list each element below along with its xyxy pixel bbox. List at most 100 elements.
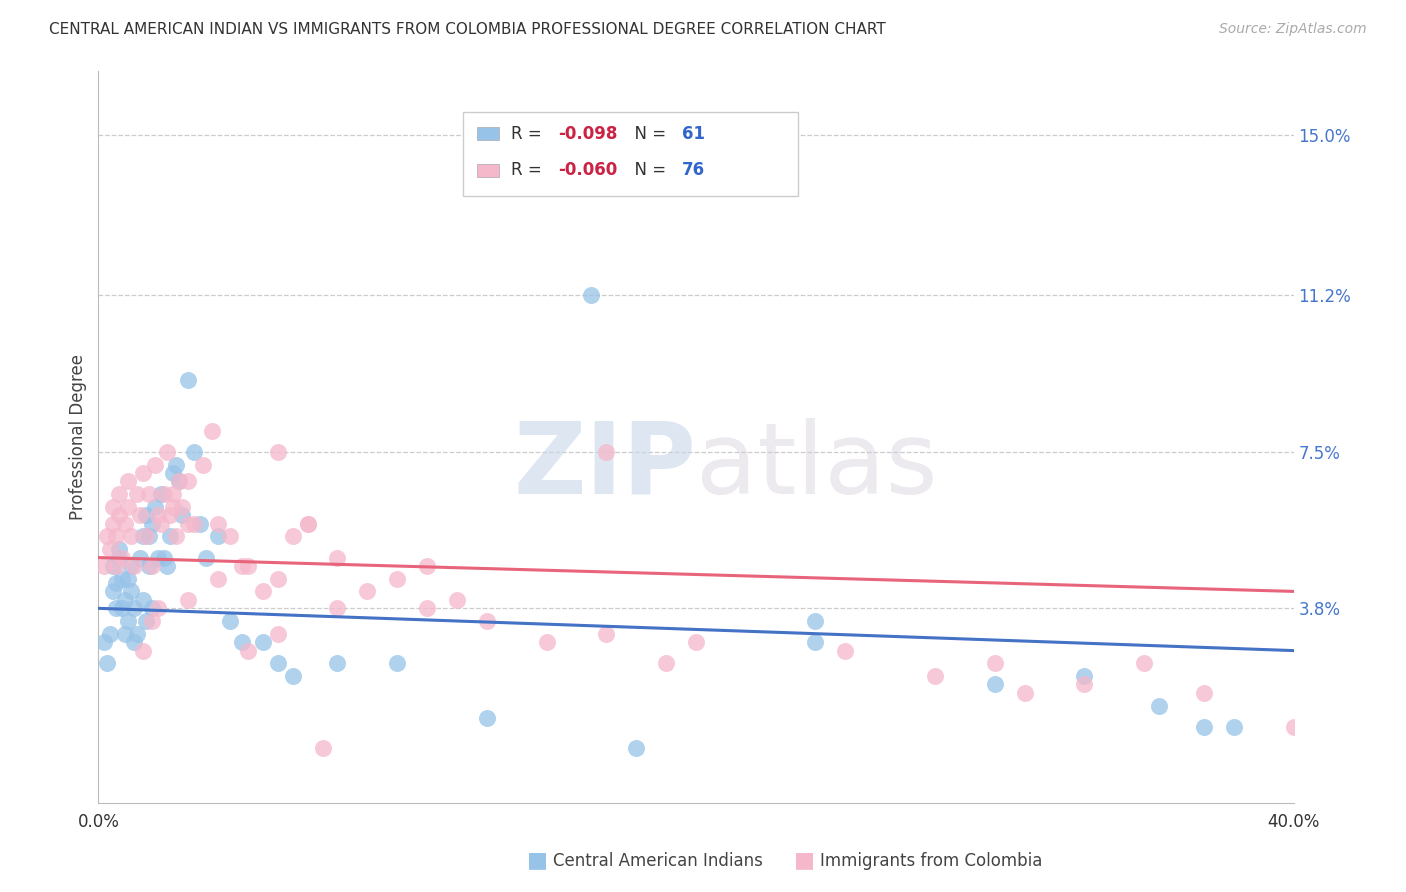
Point xyxy=(231,635,253,649)
Point xyxy=(1133,657,1156,671)
Point xyxy=(93,559,115,574)
Point xyxy=(117,614,139,628)
Point xyxy=(162,487,184,501)
Point xyxy=(172,500,194,514)
Point xyxy=(267,657,290,671)
Point xyxy=(183,516,205,531)
Point xyxy=(148,550,170,565)
Text: N =: N = xyxy=(624,125,672,143)
Point xyxy=(103,500,125,514)
Point xyxy=(252,584,274,599)
Point xyxy=(159,529,181,543)
Point xyxy=(281,669,304,683)
FancyBboxPatch shape xyxy=(477,127,499,140)
Point xyxy=(236,559,259,574)
Point xyxy=(129,508,152,523)
Point xyxy=(114,516,136,531)
Text: R =: R = xyxy=(510,161,547,179)
Text: ZIP: ZIP xyxy=(513,417,696,515)
Point xyxy=(475,614,498,628)
Point xyxy=(135,614,157,628)
Point xyxy=(114,626,136,640)
Point xyxy=(219,529,242,543)
Point xyxy=(1147,698,1170,713)
Text: ■: ■ xyxy=(794,850,815,870)
Point xyxy=(385,657,409,671)
Point xyxy=(1014,686,1036,700)
Point xyxy=(446,592,468,607)
Point xyxy=(385,572,409,586)
Point xyxy=(138,559,160,574)
Text: Central American Indians: Central American Indians xyxy=(553,852,762,870)
Text: ■: ■ xyxy=(527,850,548,870)
Point xyxy=(1192,686,1215,700)
Point xyxy=(108,550,131,565)
Text: CENTRAL AMERICAN INDIAN VS IMMIGRANTS FROM COLOMBIA PROFESSIONAL DEGREE CORRELAT: CENTRAL AMERICAN INDIAN VS IMMIGRANTS FR… xyxy=(49,22,886,37)
Point xyxy=(1223,720,1246,734)
Point xyxy=(1282,720,1305,734)
Point xyxy=(281,529,304,543)
Point xyxy=(117,572,139,586)
Point xyxy=(120,559,142,574)
Point xyxy=(141,516,163,531)
Point xyxy=(236,643,259,657)
Point xyxy=(207,529,229,543)
Point xyxy=(984,677,1007,691)
Point xyxy=(172,508,194,523)
Point xyxy=(135,508,157,523)
Point xyxy=(156,559,179,574)
Point xyxy=(120,529,142,543)
Point xyxy=(117,500,139,514)
Point xyxy=(924,669,946,683)
Text: R =: R = xyxy=(510,125,547,143)
Text: 61: 61 xyxy=(682,125,704,143)
Point xyxy=(326,601,349,615)
Point xyxy=(111,550,134,565)
Point xyxy=(108,487,131,501)
Point xyxy=(105,601,128,615)
Point xyxy=(252,635,274,649)
Point xyxy=(177,475,200,489)
Point xyxy=(148,508,170,523)
Point xyxy=(655,657,678,671)
Point xyxy=(595,626,617,640)
Point xyxy=(326,657,349,671)
Point xyxy=(219,614,242,628)
Text: -0.098: -0.098 xyxy=(558,125,617,143)
Point xyxy=(581,288,603,302)
Point xyxy=(156,445,179,459)
Point xyxy=(111,601,134,615)
Point xyxy=(105,576,128,591)
Point xyxy=(416,559,439,574)
Point xyxy=(103,516,125,531)
Text: Source: ZipAtlas.com: Source: ZipAtlas.com xyxy=(1219,22,1367,37)
Text: Immigrants from Colombia: Immigrants from Colombia xyxy=(820,852,1042,870)
Point xyxy=(124,601,146,615)
Point xyxy=(804,614,827,628)
Point xyxy=(207,572,229,586)
Point xyxy=(114,592,136,607)
Point xyxy=(1192,720,1215,734)
Text: 76: 76 xyxy=(682,161,704,179)
Y-axis label: Professional Degree: Professional Degree xyxy=(69,354,87,520)
Point xyxy=(143,458,166,472)
Point xyxy=(162,466,184,480)
Point xyxy=(132,529,155,543)
Point xyxy=(96,529,118,543)
Point xyxy=(207,516,229,531)
Point xyxy=(167,475,190,489)
Point xyxy=(127,487,149,501)
Point xyxy=(127,626,149,640)
Point xyxy=(195,550,218,565)
Point xyxy=(120,584,142,599)
Point xyxy=(141,559,163,574)
Point xyxy=(177,516,200,531)
Point xyxy=(626,740,648,755)
Point xyxy=(141,601,163,615)
Point xyxy=(165,529,187,543)
Point xyxy=(267,445,290,459)
Point xyxy=(159,508,181,523)
Point xyxy=(177,592,200,607)
Point xyxy=(98,542,122,557)
Point xyxy=(141,614,163,628)
